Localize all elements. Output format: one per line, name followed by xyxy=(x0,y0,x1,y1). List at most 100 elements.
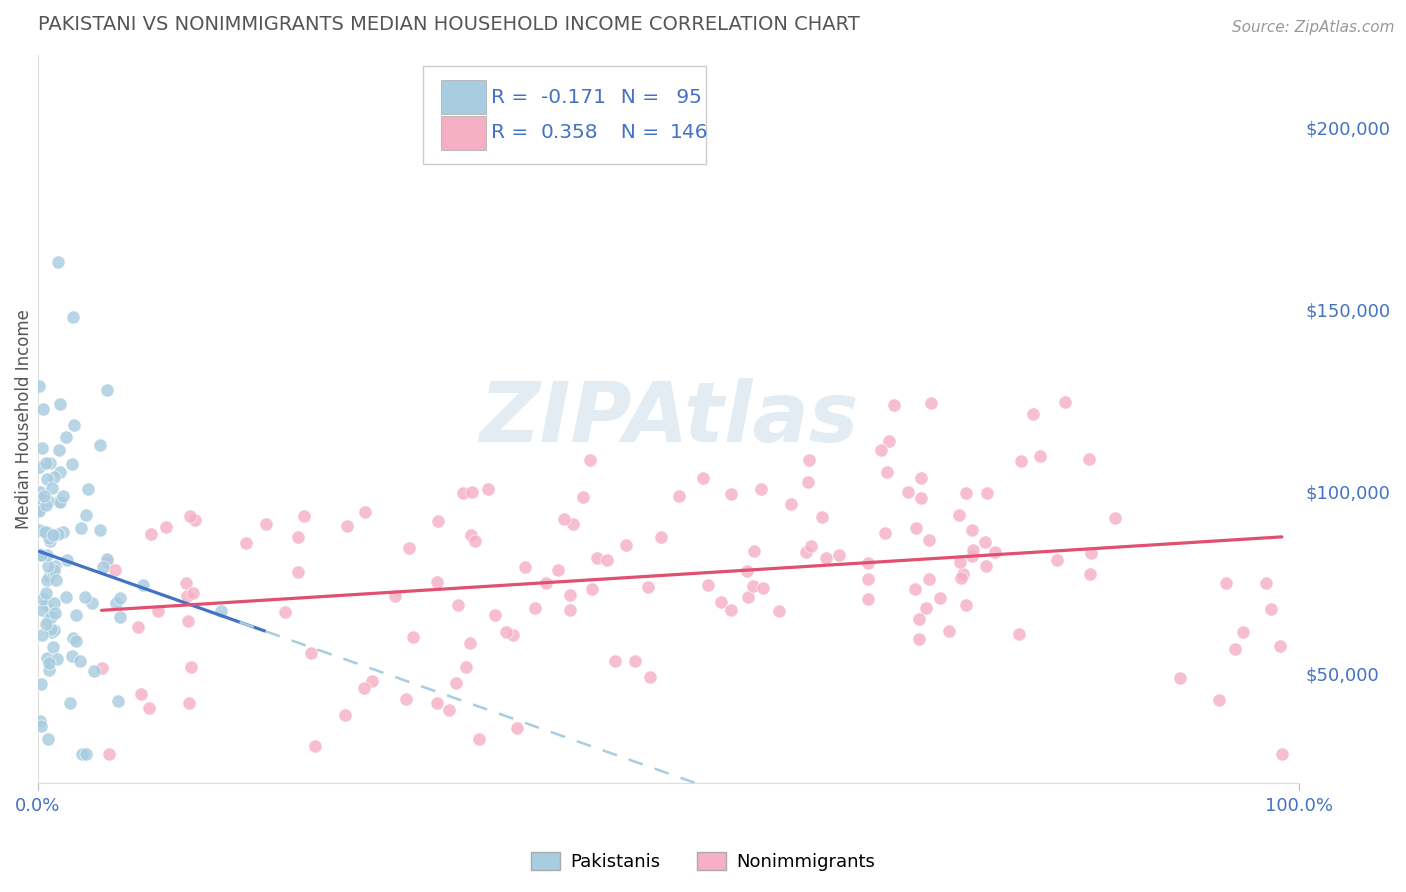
Point xyxy=(55,553,77,567)
Point xyxy=(920,396,942,410)
Point xyxy=(938,624,960,638)
Point xyxy=(384,589,406,603)
Point xyxy=(468,731,491,746)
Point xyxy=(1225,642,1247,657)
Point xyxy=(904,521,927,535)
Point xyxy=(929,591,952,605)
Point xyxy=(181,585,204,599)
Point xyxy=(623,654,645,668)
Text: R =: R = xyxy=(491,87,534,107)
Point xyxy=(815,550,838,565)
Point xyxy=(35,616,58,631)
Point xyxy=(65,607,87,622)
Point xyxy=(534,575,557,590)
Point xyxy=(304,739,326,754)
Point xyxy=(883,398,905,412)
Point xyxy=(138,701,160,715)
Point xyxy=(950,571,973,585)
Point xyxy=(1170,671,1192,685)
Point xyxy=(876,466,898,480)
Point xyxy=(28,504,51,518)
Point xyxy=(69,521,91,535)
Point xyxy=(69,654,91,668)
Point xyxy=(1271,747,1294,761)
Point xyxy=(35,586,58,600)
Point xyxy=(918,533,941,547)
Point xyxy=(578,452,600,467)
Point xyxy=(28,547,51,561)
Point xyxy=(426,514,449,528)
Point xyxy=(560,588,582,602)
Point xyxy=(179,696,201,710)
Point xyxy=(176,614,198,628)
Point xyxy=(858,591,880,606)
Point xyxy=(506,721,529,735)
Point xyxy=(60,648,83,663)
Point xyxy=(46,255,69,269)
Point xyxy=(77,482,100,496)
Point xyxy=(1254,575,1277,590)
Text: 95: 95 xyxy=(669,87,702,107)
Point xyxy=(949,556,972,570)
Point xyxy=(910,491,932,505)
Point xyxy=(104,596,127,610)
Point xyxy=(794,545,817,559)
Point xyxy=(38,663,60,677)
Point xyxy=(354,505,377,519)
Point xyxy=(571,491,593,505)
Point xyxy=(89,438,111,452)
Point xyxy=(49,494,72,508)
Point xyxy=(41,622,63,636)
Text: ZIPAtlas: ZIPAtlas xyxy=(478,378,858,459)
Point xyxy=(918,572,941,586)
Point xyxy=(856,572,879,586)
Point xyxy=(292,509,315,524)
Point xyxy=(254,517,277,532)
Point xyxy=(48,443,70,458)
Point xyxy=(48,493,70,508)
Point xyxy=(46,527,69,541)
Point xyxy=(28,379,51,393)
Point xyxy=(553,512,575,526)
Point xyxy=(637,580,659,594)
Point xyxy=(35,456,58,470)
Point xyxy=(616,538,638,552)
Point xyxy=(904,582,927,597)
Point xyxy=(107,694,129,708)
Point xyxy=(976,486,998,500)
Point xyxy=(749,482,772,496)
Point xyxy=(768,603,790,617)
Point xyxy=(34,598,56,612)
Point xyxy=(547,563,569,577)
Point xyxy=(955,486,977,500)
Point xyxy=(437,703,460,717)
Point xyxy=(30,677,52,691)
Point xyxy=(1080,546,1102,560)
Point xyxy=(34,524,56,539)
Point xyxy=(131,578,153,592)
Point xyxy=(42,563,65,577)
Point xyxy=(873,525,896,540)
Point xyxy=(176,589,198,603)
Point xyxy=(31,548,53,562)
Point xyxy=(96,555,118,569)
Point xyxy=(48,397,70,411)
Point xyxy=(35,651,58,665)
Point xyxy=(827,548,849,562)
Point xyxy=(908,612,931,626)
Point xyxy=(562,517,585,532)
Point xyxy=(155,520,177,534)
Point xyxy=(108,610,131,624)
Point xyxy=(336,519,359,533)
Point xyxy=(37,525,59,540)
Point xyxy=(39,610,62,624)
Point xyxy=(952,566,974,581)
Point xyxy=(60,457,83,471)
Point xyxy=(955,598,977,612)
Point xyxy=(596,552,619,566)
Point xyxy=(451,485,474,500)
Text: 0.358: 0.358 xyxy=(541,123,599,143)
Point xyxy=(37,493,59,508)
Point xyxy=(35,574,58,588)
Point xyxy=(858,556,880,570)
